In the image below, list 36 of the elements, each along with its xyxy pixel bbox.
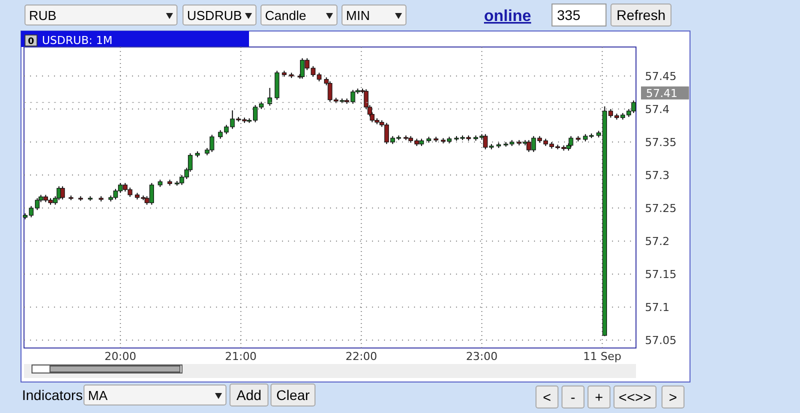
text: MIN (346, 8, 370, 23)
text: Candle (265, 8, 306, 23)
y-tick-label: 57.45 (645, 70, 676, 84)
text: 0 (28, 37, 34, 47)
text: USDRUB (187, 8, 242, 23)
y-tick-label: 57.2 (645, 235, 670, 248)
candlestick (60, 186, 65, 200)
candlestick (267, 87, 272, 106)
y-tick-label: 57.4 (645, 103, 670, 116)
x-tick-label: 22:00 (345, 350, 378, 363)
text: online (484, 8, 532, 25)
x-tick-label: 11 Sep (583, 350, 622, 363)
y-tick-label: 57.35 (645, 136, 676, 150)
candlestick (568, 136, 574, 148)
text: Add (236, 387, 262, 403)
y-tick-label: 57.3 (645, 169, 670, 182)
y-tick-label: 57.15 (645, 268, 676, 282)
y-tick-label: 57.1 (645, 301, 670, 314)
ref-line-label: 57.41 (646, 86, 678, 100)
x-tick-label: 23:00 (466, 350, 498, 363)
y-tick-label: 57.25 (645, 202, 676, 216)
text: Indicators (22, 387, 83, 403)
text: <<>> (618, 389, 652, 405)
y-tick-label: 57.05 (645, 334, 676, 348)
text: Clear (276, 387, 310, 403)
chart-title: USDRUB: 1M (42, 34, 112, 47)
text: - (570, 389, 576, 405)
text: RUB (29, 8, 56, 23)
text: + (594, 389, 604, 405)
x-tick-label: 20:00 (104, 350, 136, 363)
text: MA (88, 388, 108, 403)
text: 335 (557, 7, 581, 23)
text: > (668, 389, 678, 405)
text: Refresh (616, 7, 666, 23)
x-tick-label: 21:00 (225, 350, 257, 363)
text: < (542, 389, 552, 405)
